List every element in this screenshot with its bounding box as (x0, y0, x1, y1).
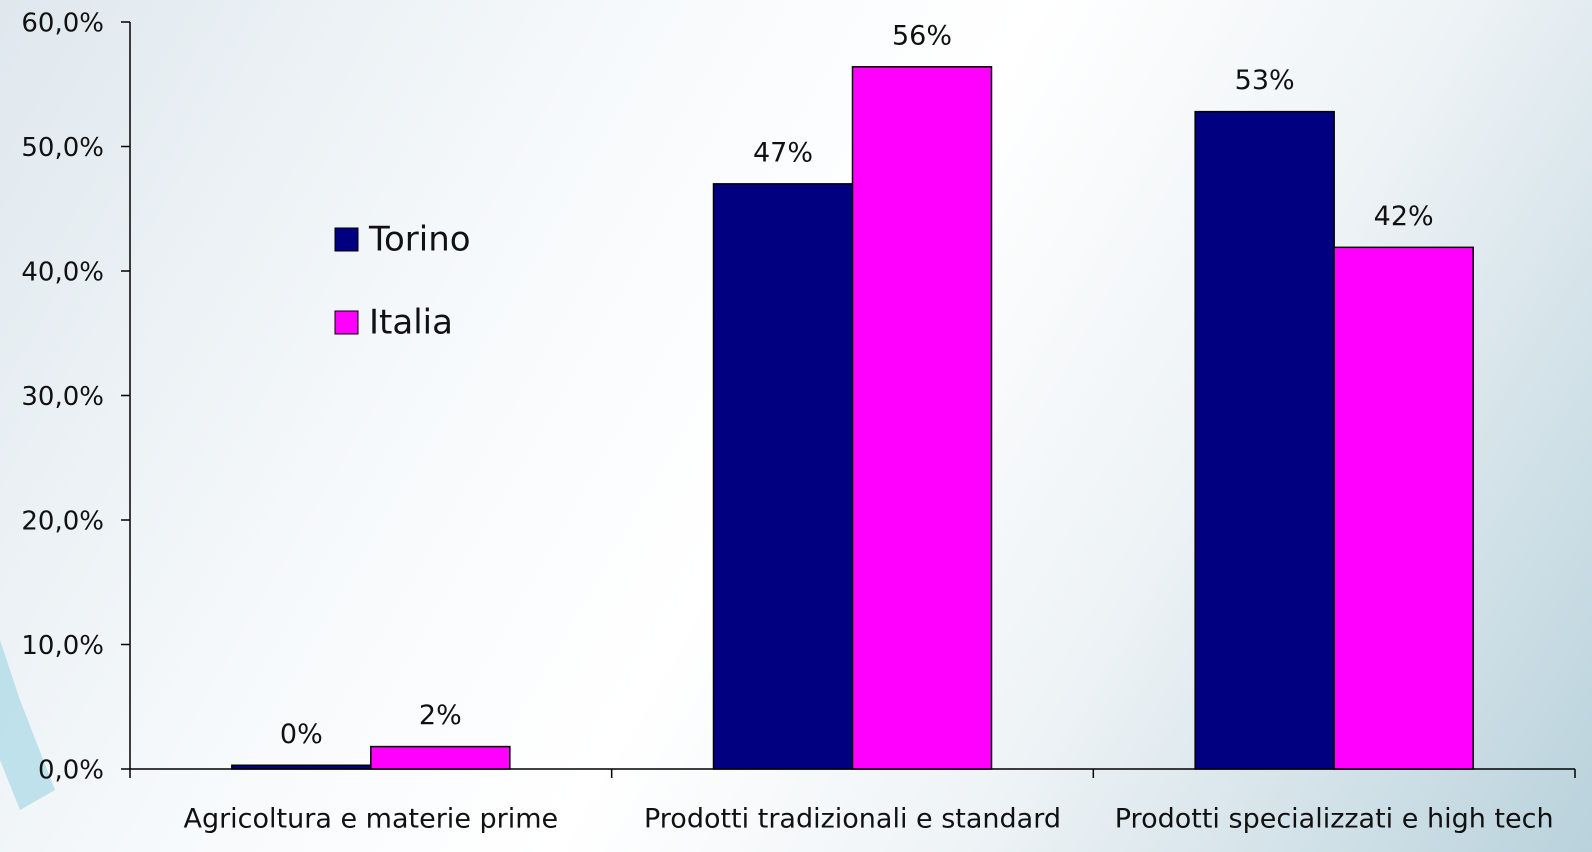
y-tick-label: 40,0% (21, 258, 104, 288)
y-tick-label: 10,0% (21, 631, 104, 661)
y-tick-label: 0,0% (38, 756, 104, 786)
y-tick-label: 60,0% (21, 9, 104, 39)
value-label: 56% (892, 20, 952, 51)
y-tick-label: 20,0% (21, 507, 104, 537)
legend-label: Italia (369, 303, 453, 343)
bar (712, 183, 854, 770)
x-tick-label: Agricoltura e materie prime (183, 804, 558, 835)
bar (851, 66, 993, 770)
legend-swatch (334, 227, 359, 252)
value-label: 2% (419, 700, 462, 731)
x-tick-label: Prodotti tradizionali e standard (644, 804, 1061, 835)
legend-label: Torino (368, 220, 471, 260)
value-label: 47% (753, 137, 813, 168)
value-label: 42% (1374, 201, 1434, 232)
y-tick-label: 30,0% (21, 382, 104, 412)
value-label: 53% (1235, 65, 1295, 96)
value-label: 0% (280, 719, 323, 750)
bar (1194, 110, 1335, 770)
bar (370, 745, 511, 770)
bar (1333, 246, 1474, 770)
bar (231, 764, 372, 770)
x-tick-label: Prodotti specializzati e high tech (1115, 804, 1554, 835)
legend-swatch (334, 310, 359, 335)
decoration (0, 640, 55, 810)
y-tick-label: 50,0% (21, 133, 104, 163)
